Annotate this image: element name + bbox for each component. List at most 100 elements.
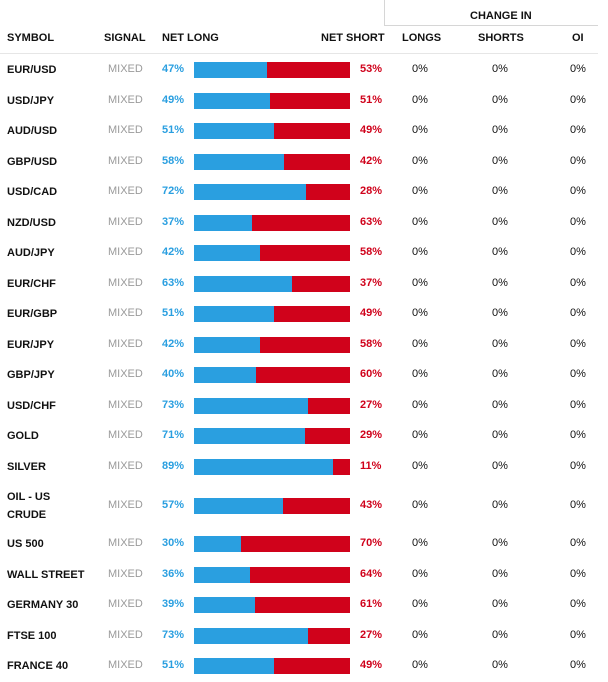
net-long-percent: 49% xyxy=(162,93,185,106)
symbol-cell[interactable]: EUR/USD xyxy=(7,64,57,77)
symbol-cell[interactable]: FTSE 100 xyxy=(7,629,57,642)
table-row[interactable]: SILVER MIXED 89% 11% 0% 0% 0% xyxy=(0,0,598,475)
table-row[interactable]: FRANCE 40 MIXED 51% 49% 0% 0% 0% xyxy=(0,0,598,675)
symbol-cell[interactable]: GBP/USD xyxy=(7,155,58,168)
signal-cell: MIXED xyxy=(108,63,143,76)
net-short-percent: 49% xyxy=(360,659,383,672)
net-short-percent: 63% xyxy=(360,215,383,228)
net-short-percent: 53% xyxy=(360,63,383,76)
table-row[interactable]: FTSE 100 MIXED 73% 27% 0% 0% 0% xyxy=(0,0,598,644)
table-row[interactable]: GOLD MIXED 71% 29% 0% 0% 0% xyxy=(0,0,598,445)
net-short-percent: 27% xyxy=(360,398,383,411)
table-row[interactable]: GERMANY 30 MIXED 39% 61% 0% 0% 0% xyxy=(0,0,598,614)
table-row[interactable]: US 500 MIXED 30% 70% 0% 0% 0% xyxy=(0,0,598,553)
symbol-cell[interactable]: USD/CAD xyxy=(7,186,58,199)
table-row[interactable]: GBP/JPY MIXED 40% 60% 0% 0% 0% xyxy=(0,0,598,384)
sentiment-bar xyxy=(194,597,350,614)
symbol-cell[interactable]: GOLD xyxy=(7,430,39,443)
header-net-long[interactable]: NET LONG xyxy=(162,32,219,44)
symbol-cell[interactable]: US 500 xyxy=(7,538,44,551)
change-shorts: 0% xyxy=(492,459,508,472)
net-long-percent: 73% xyxy=(162,398,185,411)
net-long-percent: 72% xyxy=(162,185,185,198)
symbol-cell[interactable]: AUD/JPY xyxy=(7,247,55,260)
net-short-percent: 61% xyxy=(360,598,383,611)
symbol-cell[interactable]: USD/CHF xyxy=(7,399,56,412)
change-oi: 0% xyxy=(570,628,586,641)
net-long-fill xyxy=(194,92,271,109)
table-row[interactable]: WALL STREET MIXED 36% 64% 0% 0% 0% xyxy=(0,0,598,583)
table-row[interactable]: NZD/USD MIXED 37% 63% 0% 0% 0% xyxy=(0,0,598,231)
signal-cell: MIXED xyxy=(108,537,143,550)
net-long-fill xyxy=(194,428,305,445)
table-row[interactable]: USD/CHF MIXED 73% 27% 0% 0% 0% xyxy=(0,0,598,414)
net-long-fill xyxy=(194,658,274,675)
header-oi[interactable]: OI xyxy=(572,32,584,44)
table-row[interactable]: GBP/USD MIXED 58% 42% 0% 0% 0% xyxy=(0,0,598,170)
table-row[interactable]: AUD/USD MIXED 51% 49% 0% 0% 0% xyxy=(0,0,598,140)
change-shorts: 0% xyxy=(492,154,508,167)
net-long-percent: 51% xyxy=(162,307,185,320)
net-long-percent: 51% xyxy=(162,659,185,672)
group-underline xyxy=(384,25,598,26)
signal-cell: MIXED xyxy=(108,659,143,672)
sentiment-bar xyxy=(194,367,350,384)
table-row[interactable]: EUR/JPY MIXED 42% 58% 0% 0% 0% xyxy=(0,0,598,353)
symbol-cell[interactable]: GBP/JPY xyxy=(7,369,55,382)
symbol-cell[interactable]: EUR/JPY xyxy=(7,338,55,351)
change-shorts: 0% xyxy=(492,185,508,198)
symbol-cell[interactable]: USD/JPY xyxy=(7,94,55,107)
net-long-percent: 30% xyxy=(162,537,185,550)
header-net-short[interactable]: NET SHORT xyxy=(321,32,385,44)
symbol-cell[interactable]: OIL - US CRUDE xyxy=(7,490,51,521)
change-oi: 0% xyxy=(570,276,586,289)
change-oi: 0% xyxy=(570,429,586,442)
header-shorts[interactable]: SHORTS xyxy=(478,32,524,44)
symbol-cell[interactable]: GERMANY 30 xyxy=(7,599,79,612)
change-longs: 0% xyxy=(412,246,428,259)
change-oi: 0% xyxy=(570,246,586,259)
symbol-cell[interactable]: EUR/CHF xyxy=(7,277,56,290)
change-shorts: 0% xyxy=(492,398,508,411)
table-row[interactable]: USD/CAD MIXED 72% 28% 0% 0% 0% xyxy=(0,0,598,201)
change-oi: 0% xyxy=(570,598,586,611)
change-shorts: 0% xyxy=(492,537,508,550)
table-row[interactable]: EUR/CHF MIXED 63% 37% 0% 0% 0% xyxy=(0,0,598,292)
symbol-cell[interactable]: AUD/USD xyxy=(7,125,58,138)
sentiment-bar xyxy=(194,153,350,170)
table-row[interactable]: USD/JPY MIXED 49% 51% 0% 0% 0% xyxy=(0,0,598,109)
net-long-percent: 42% xyxy=(162,246,185,259)
sentiment-bar xyxy=(194,397,350,414)
header-symbol[interactable]: SYMBOL xyxy=(7,32,55,44)
symbol-cell[interactable]: WALL STREET xyxy=(7,568,85,581)
change-longs: 0% xyxy=(412,337,428,350)
header-divider xyxy=(0,53,598,54)
net-long-fill xyxy=(194,275,293,292)
table-row[interactable]: OIL - US CRUDE MIXED 57% 43% 0% 0% 0% xyxy=(0,0,598,521)
change-oi: 0% xyxy=(570,124,586,137)
net-long-percent: 40% xyxy=(162,368,185,381)
change-longs: 0% xyxy=(412,307,428,320)
sentiment-bar xyxy=(194,497,350,514)
symbol-cell[interactable]: EUR/GBP xyxy=(7,308,58,321)
change-shorts: 0% xyxy=(492,498,508,511)
net-long-percent: 42% xyxy=(162,337,185,350)
symbol-cell[interactable]: SILVER xyxy=(7,460,46,473)
change-shorts: 0% xyxy=(492,63,508,76)
change-shorts: 0% xyxy=(492,598,508,611)
net-short-percent: 58% xyxy=(360,246,383,259)
symbol-cell[interactable]: NZD/USD xyxy=(7,216,56,229)
header-longs[interactable]: LONGS xyxy=(402,32,442,44)
sentiment-bar xyxy=(194,62,350,79)
net-long-fill xyxy=(194,62,268,79)
table-row[interactable]: EUR/USD MIXED 47% 53% 0% 0% 0% xyxy=(0,0,598,79)
header-change-in: CHANGE IN xyxy=(470,10,532,22)
change-longs: 0% xyxy=(412,276,428,289)
header-signal[interactable]: SIGNAL xyxy=(104,32,146,44)
symbol-cell[interactable]: FRANCE 40 xyxy=(7,660,69,673)
net-long-percent: 71% xyxy=(162,429,185,442)
change-shorts: 0% xyxy=(492,337,508,350)
net-long-fill xyxy=(194,458,333,475)
table-row[interactable]: EUR/GBP MIXED 51% 49% 0% 0% 0% xyxy=(0,0,598,323)
table-row[interactable]: AUD/JPY MIXED 42% 58% 0% 0% 0% xyxy=(0,0,598,262)
